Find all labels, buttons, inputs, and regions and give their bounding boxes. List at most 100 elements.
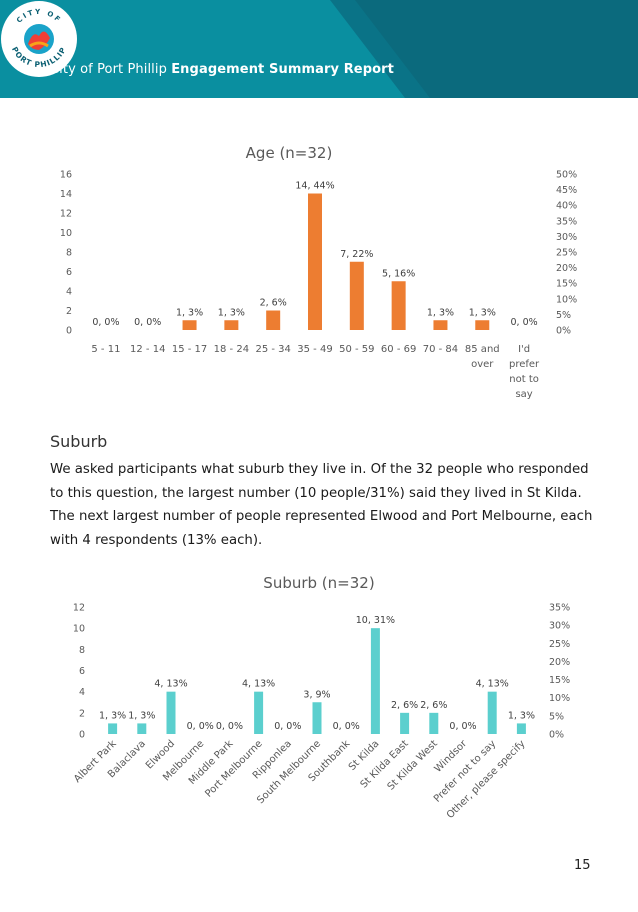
bar [429, 712, 439, 734]
y-axis-tick-label: 0 [66, 326, 72, 337]
y2-axis-tick-label: 0% [549, 730, 564, 741]
y2-axis-tick-label: 5% [549, 711, 564, 722]
x-axis-tick-label: I'd [518, 344, 530, 355]
y-axis-tick-label: 16 [60, 170, 72, 181]
y2-axis-tick-label: 20% [556, 263, 577, 274]
x-axis-tick-label: not to [509, 374, 539, 385]
bar [370, 628, 380, 734]
x-axis-tick-label: 60 - 69 [381, 344, 416, 355]
chart-title: Suburb (n=32) [263, 574, 374, 592]
data-label: 1, 3% [176, 307, 203, 318]
bar [182, 320, 197, 330]
bar [224, 320, 239, 330]
x-axis-tick-label: say [515, 389, 532, 400]
y2-axis-tick-label: 15% [556, 279, 577, 290]
section-paragraph: We asked participants what suburb they l… [50, 462, 593, 548]
bar [487, 691, 497, 734]
suburb-bar-chart: Suburb (n=32) 0 2 4 6 8 10 12 0% 5% 10% 15% 20% 25% 30… [72, 574, 570, 821]
y-axis-tick-label: 2 [66, 306, 72, 317]
x-axis-tick-label: 25 - 34 [255, 344, 290, 355]
y-axis-tick-label: 10 [60, 228, 72, 239]
bar [266, 310, 281, 330]
section-body: We asked participants what suburb they l… [50, 458, 598, 552]
bar [108, 723, 118, 734]
bar [516, 723, 526, 734]
data-label: 4, 13% [154, 679, 187, 690]
y2-axis-tick-label: 10% [556, 294, 577, 305]
header-org: City of Port Phillip [50, 62, 167, 77]
y-axis-tick-label: 4 [66, 287, 72, 298]
data-label: 14, 44% [295, 181, 334, 192]
data-label: 2, 6% [260, 298, 287, 309]
y-axis-tick-label: 8 [66, 248, 72, 259]
y2-axis-tick-label: 25% [549, 639, 570, 650]
page-header: City of Port Phillip Engagement Summary … [0, 0, 638, 98]
data-label: 1, 3% [508, 710, 535, 721]
header-report-title: Engagement Summary Report [171, 62, 394, 77]
data-label: 0, 0% [92, 317, 119, 328]
data-label: 1, 3% [128, 710, 155, 721]
data-label: 7, 22% [340, 249, 373, 260]
y-axis-tick-label: 2 [79, 708, 85, 719]
x-axis-tick-label: prefer [509, 359, 540, 370]
bar [400, 712, 410, 734]
y-axis-tick-label: 8 [79, 645, 85, 656]
city-logo-icon: CITY OF PORT PHILLIP [1, 1, 77, 77]
y2-axis-tick-label: 30% [549, 621, 570, 632]
header-title: City of Port Phillip Engagement Summary … [50, 62, 394, 77]
bar [391, 281, 406, 330]
data-label: 0, 0% [274, 721, 301, 732]
bar [254, 691, 264, 734]
y2-axis-tick-label: 35% [556, 216, 577, 227]
age-bar-chart: Age (n=32) 0 2 4 6 8 10 12 14 16 0% 5% 10% 15% 20% 25% 3… [60, 144, 577, 400]
bar [475, 320, 490, 330]
data-label: 0, 0% [187, 721, 214, 732]
y2-axis-tick-label: 30% [556, 232, 577, 243]
page-number: 15 [574, 858, 591, 873]
data-label: 5, 16% [382, 268, 415, 279]
y-axis-tick-label: 12 [73, 603, 85, 614]
data-label: 2, 6% [391, 700, 418, 711]
y2-axis-tick-label: 45% [556, 185, 577, 196]
bar [349, 261, 364, 330]
bar [166, 691, 176, 734]
y2-axis-tick-label: 0% [556, 326, 571, 337]
y2-axis-tick-label: 35% [549, 603, 570, 614]
data-label: 2, 6% [420, 700, 447, 711]
data-label: 0, 0% [449, 721, 476, 732]
data-label: 0, 0% [511, 317, 538, 328]
y-axis-tick-label: 12 [60, 209, 72, 220]
header-background [0, 0, 638, 98]
data-label: 1, 3% [427, 307, 454, 318]
data-label: 4, 13% [476, 679, 509, 690]
chart-title: Age (n=32) [246, 144, 333, 162]
y2-axis-tick-label: 5% [556, 310, 571, 321]
y2-axis-tick-label: 20% [549, 657, 570, 668]
y-axis-tick-label: 6 [66, 267, 72, 278]
data-label: 4, 13% [242, 679, 275, 690]
data-label: 1, 3% [218, 307, 245, 318]
y-axis-tick-label: 4 [79, 687, 85, 698]
y-axis-tick-label: 14 [60, 189, 72, 200]
x-axis-tick-label: 35 - 49 [297, 344, 332, 355]
bar [433, 320, 448, 330]
y2-axis-tick-label: 25% [556, 248, 577, 259]
x-axis-tick-label: 18 - 24 [214, 344, 249, 355]
data-label: 0, 0% [134, 317, 161, 328]
bar [308, 193, 322, 330]
data-label: 1, 3% [99, 710, 126, 721]
data-label: 0, 0% [333, 721, 360, 732]
x-axis-tick-label: 50 - 59 [339, 344, 374, 355]
data-label: 10, 31% [356, 615, 395, 626]
bar [137, 723, 147, 734]
bar [312, 702, 322, 734]
x-axis-tick-label: 85 and [465, 344, 500, 355]
x-axis-tick-label: 15 - 17 [172, 344, 207, 355]
y-axis-tick-label: 0 [79, 730, 85, 741]
data-label: 3, 9% [303, 689, 330, 700]
data-label: 0, 0% [216, 721, 243, 732]
y2-axis-tick-label: 40% [556, 201, 577, 212]
y2-axis-tick-label: 50% [556, 170, 577, 181]
x-axis-tick-label: 70 - 84 [423, 344, 458, 355]
x-axis-tick-label: 12 - 14 [130, 344, 165, 355]
